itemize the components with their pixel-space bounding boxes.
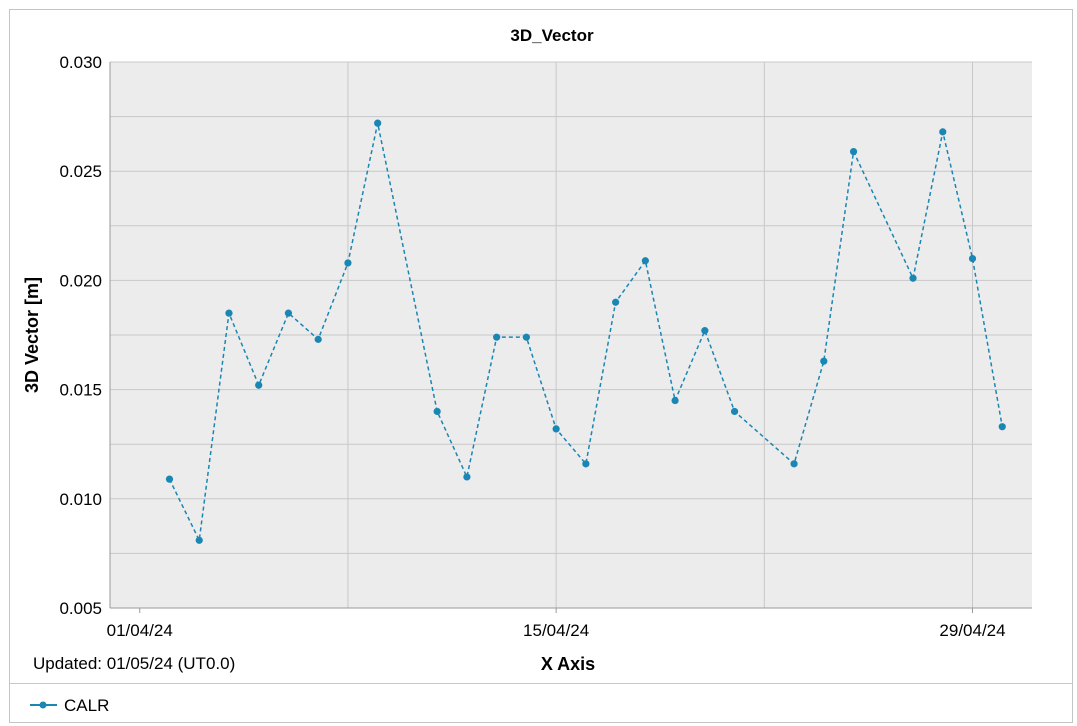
y-tick-label: 0.015 — [59, 381, 102, 400]
data-point[interactable] — [344, 259, 352, 267]
data-point[interactable] — [641, 257, 649, 265]
y-tick-label: 0.010 — [59, 490, 102, 509]
x-tick-label: 15/04/24 — [523, 621, 589, 640]
chart-title: 3D_Vector — [510, 26, 594, 45]
data-point[interactable] — [195, 536, 203, 544]
data-point[interactable] — [493, 333, 501, 341]
data-point[interactable] — [582, 460, 590, 468]
legend-divider — [10, 683, 1072, 684]
data-point[interactable] — [849, 147, 858, 156]
y-tick-labels: 0.005 0.010 0.015 0.020 0.025 0.030 — [59, 53, 102, 618]
y-tick-label: 0.020 — [59, 271, 102, 290]
legend-marker-icon — [39, 701, 47, 709]
data-point[interactable] — [998, 423, 1006, 431]
data-point[interactable] — [433, 407, 441, 416]
data-point[interactable] — [939, 128, 947, 136]
legend-label-calr: CALR — [64, 696, 109, 715]
y-axis-title: 3D Vector [m] — [22, 277, 42, 393]
series-line-calr — [168, 122, 1003, 543]
axes — [109, 62, 1032, 609]
data-point[interactable] — [225, 309, 233, 317]
x-tick-label: 29/04/24 — [939, 621, 1005, 640]
data-point[interactable] — [165, 475, 174, 483]
x-tick-label: 01/04/24 — [107, 621, 173, 640]
data-point[interactable] — [968, 254, 977, 263]
data-point[interactable] — [284, 309, 293, 317]
data-point[interactable] — [314, 335, 322, 343]
data-point[interactable] — [790, 460, 798, 468]
data-point[interactable] — [820, 357, 828, 365]
data-point[interactable] — [612, 298, 620, 306]
x-tick-labels: 01/04/24 15/04/24 29/04/24 — [107, 608, 1006, 640]
series-calr — [165, 119, 1006, 544]
updated-timestamp: Updated: 01/05/24 (UT0.0) — [33, 654, 235, 673]
data-point[interactable] — [255, 381, 263, 389]
x-axis-title: X Axis — [541, 654, 595, 674]
data-point[interactable] — [522, 333, 530, 341]
gridlines — [110, 61, 1032, 609]
data-point[interactable] — [909, 274, 917, 282]
data-point[interactable] — [463, 473, 471, 481]
data-point[interactable] — [730, 407, 739, 416]
data-point[interactable] — [701, 327, 709, 335]
data-point[interactable] — [552, 425, 560, 433]
data-point[interactable] — [374, 119, 382, 127]
y-tick-label: 0.005 — [59, 599, 102, 618]
legend[interactable]: CALR — [30, 696, 109, 715]
y-tick-label: 0.030 — [59, 53, 102, 72]
data-point[interactable] — [671, 396, 679, 405]
y-tick-label: 0.025 — [59, 162, 102, 181]
